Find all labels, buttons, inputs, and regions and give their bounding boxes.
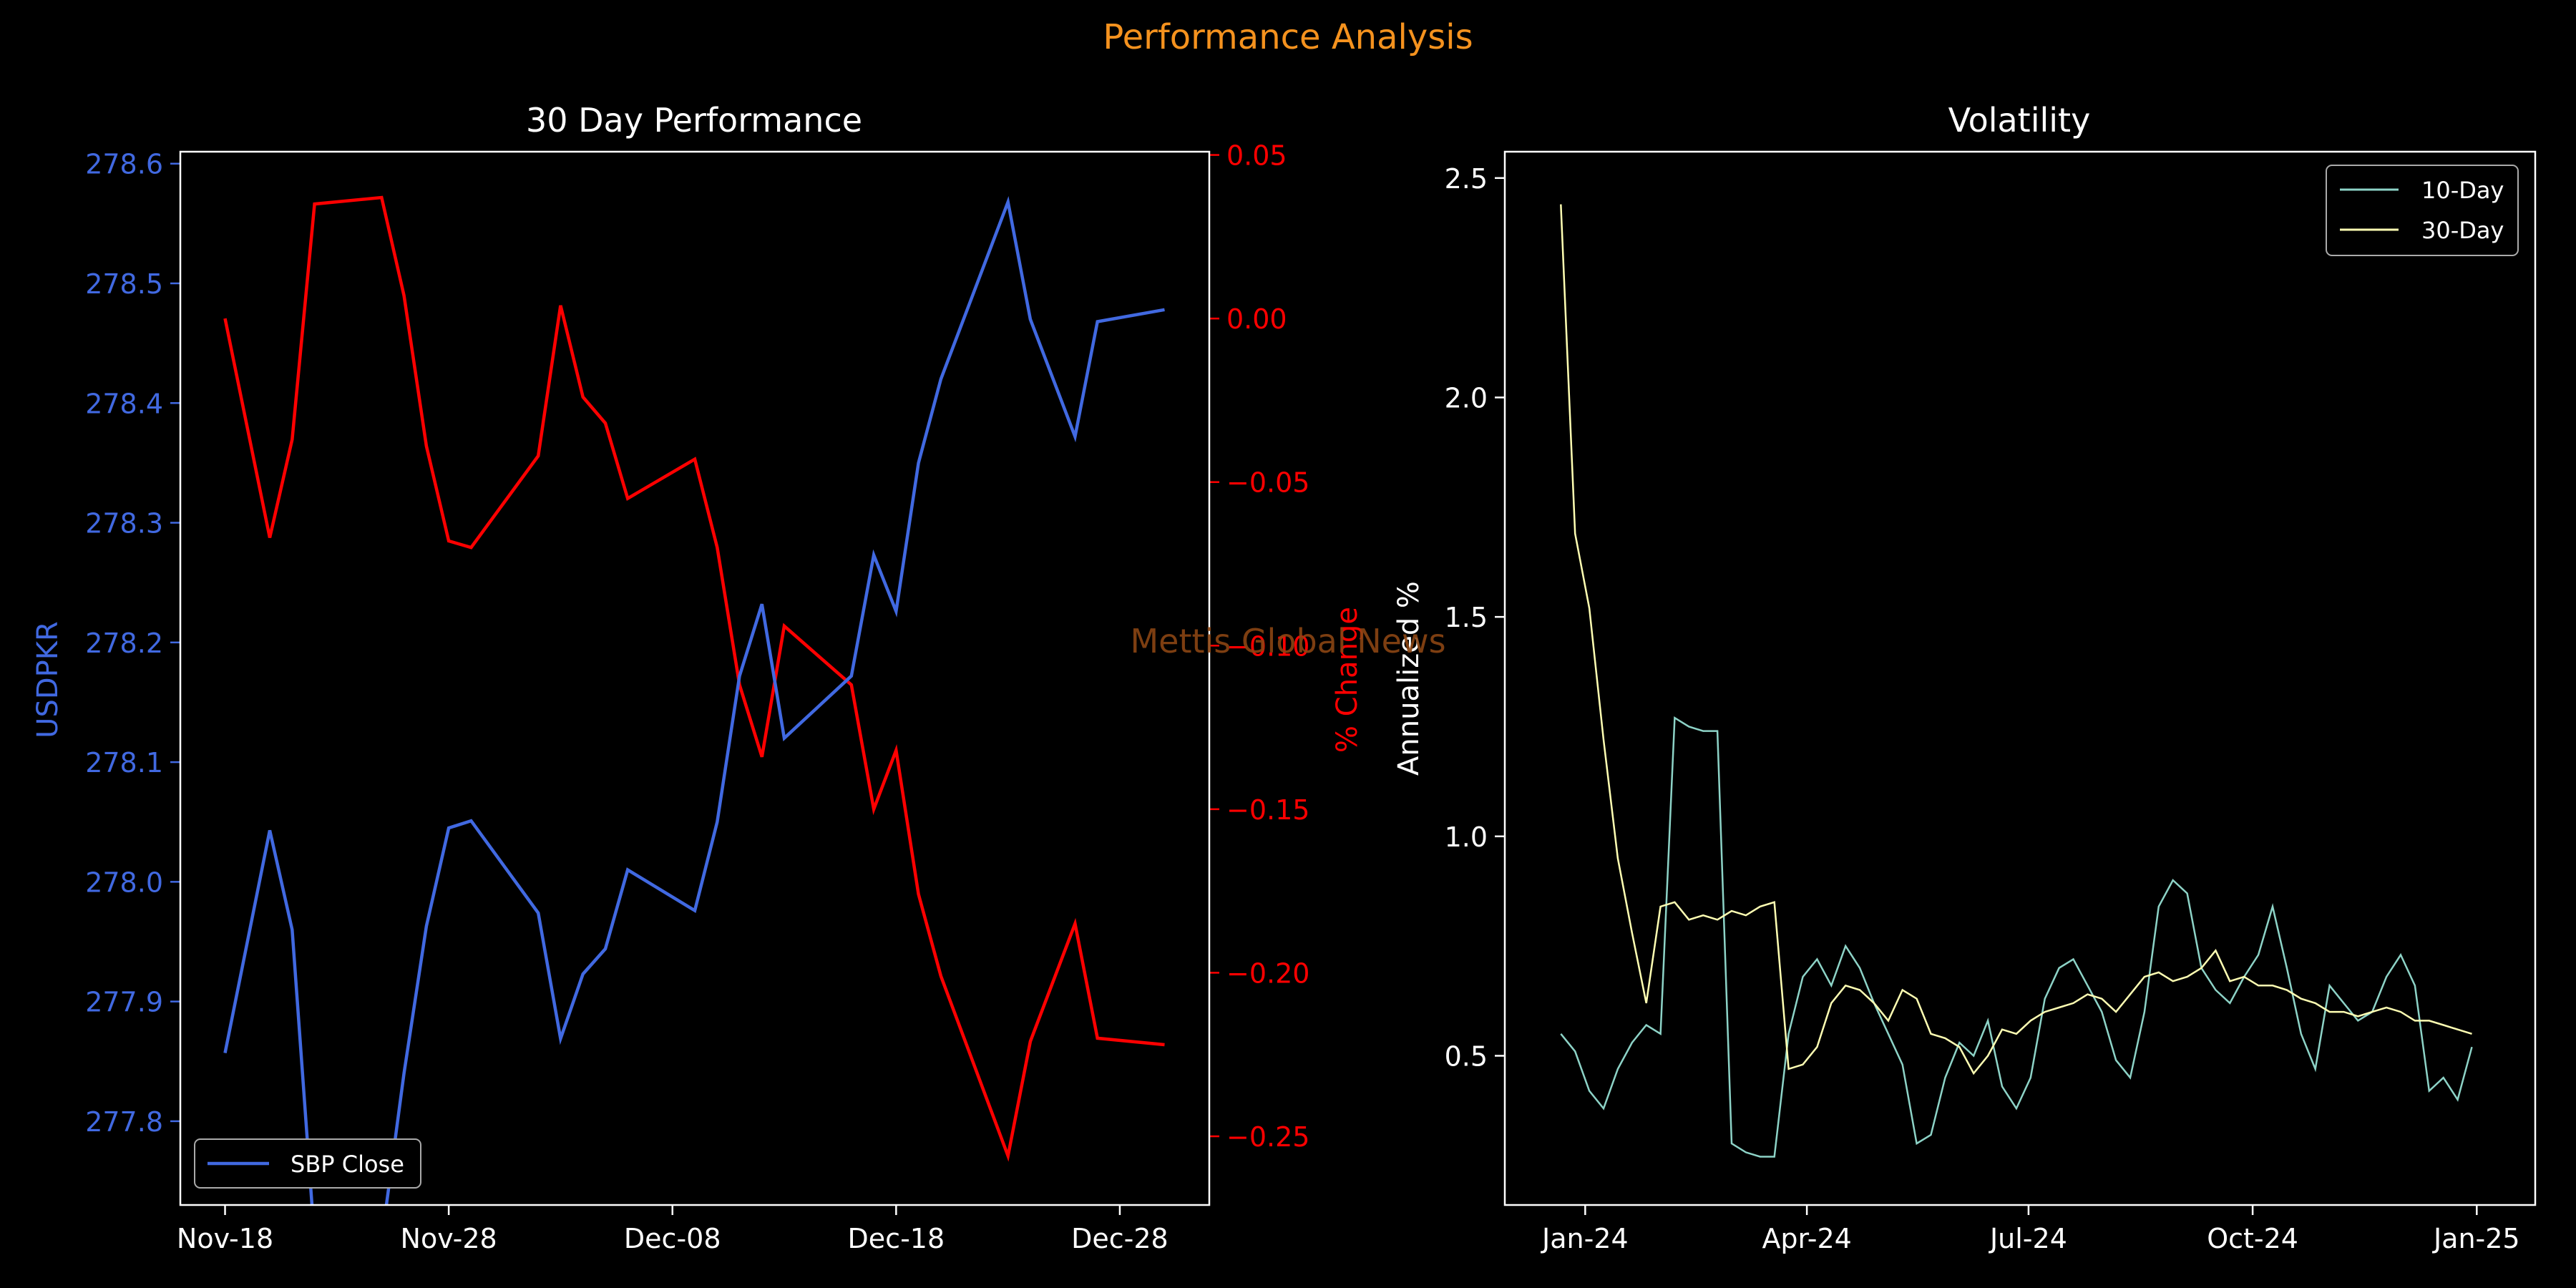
vol-y-tick-label: 0.5: [1445, 1040, 1488, 1072]
vol-x-tick-label: Jan-24: [1541, 1223, 1629, 1254]
left-legend-label: SBP Close: [291, 1151, 404, 1178]
vol-legend: 10-Day 30-Day: [2326, 165, 2519, 256]
left-x-tick-label: Nov-18: [177, 1223, 273, 1254]
left-y-tick-label: 278.4: [85, 388, 163, 419]
watermark: Mettis Global News: [1130, 622, 1445, 660]
left-y-tick-label: 278.1: [85, 747, 163, 779]
vol-10-day-line: [1560, 716, 2473, 1158]
vol-y-tick-label: 1.0: [1445, 821, 1488, 853]
vol-x-tick-label: Apr-24: [1762, 1223, 1851, 1254]
vol-x-tick-label: Jan-25: [2432, 1223, 2520, 1254]
vol-x-tick-label: Oct-24: [2207, 1223, 2298, 1254]
left-x-ticks: Nov-18 Nov-28 Dec-08 Dec-18 Dec-28: [177, 1205, 1169, 1254]
right-panel-title: Volatility: [1948, 101, 2091, 140]
vol-y-ticks: 0.5 1.0 1.5 2.0 2.5: [1445, 163, 1505, 1072]
vol-y-tick-label: 2.0: [1445, 382, 1488, 414]
left-y-tick-label: 278.3: [85, 508, 163, 540]
vol-x-ticks: Jan-24 Apr-24 Jul-24 Oct-24 Jan-25: [1541, 1205, 2520, 1254]
left-x-tick-label: Dec-28: [1071, 1223, 1169, 1254]
right-y-ticks: 0.05 0.00 −0.05 −0.10 −0.15 −0.20 −0.25: [1209, 140, 1309, 1153]
panel-30-day-performance: 30 Day Performance USDPKR % Change 277.8…: [31, 101, 1364, 1254]
vol-legend-label-30: 30-Day: [2421, 217, 2504, 244]
vol-y-axis-label: Annualized %: [1392, 581, 1425, 776]
vol-30-day-line: [1560, 204, 2472, 1075]
pct-change-line: [223, 195, 1165, 1162]
left-y-tick-label: 277.8: [85, 1106, 163, 1138]
right-y-axis-label: % Change: [1331, 607, 1364, 753]
left-y-tick-label: 278.2: [85, 628, 163, 659]
left-y-tick-label: 277.9: [85, 987, 163, 1018]
left-plot-frame: [179, 150, 1211, 1206]
left-panel-title: 30 Day Performance: [526, 101, 862, 140]
vol-y-tick-label: 2.5: [1445, 163, 1488, 195]
left-y-tick-label: 278.5: [85, 268, 163, 300]
left-y-ticks: 277.8 277.9 278.0 278.1 278.2 278.3 278.4 278.5…: [85, 149, 180, 1138]
left-x-tick-label: Dec-08: [624, 1223, 721, 1254]
vol-x-tick-label: Jul-24: [1989, 1223, 2067, 1254]
left-legend: SBP Close: [194, 1138, 421, 1189]
figure-suptitle: Performance Analysis: [1103, 17, 1473, 57]
right-y-tick-label: −0.20: [1226, 957, 1309, 989]
vol-y-tick-label: 1.5: [1445, 602, 1488, 633]
left-legend-box: [194, 1138, 421, 1189]
left-x-tick-label: Nov-28: [401, 1223, 497, 1254]
left-y-tick-label: 278.0: [85, 867, 163, 898]
right-y-tick-label: −0.25: [1226, 1121, 1309, 1153]
vol-legend-box: [2326, 165, 2519, 256]
right-y-tick-label: −0.05: [1226, 467, 1309, 499]
left-y-axis-label: USDPKR: [31, 621, 64, 738]
right-plot-frame: [1503, 150, 2537, 1206]
vol-legend-label-10: 10-Day: [2421, 177, 2504, 204]
right-y-tick-label: 0.00: [1226, 303, 1287, 335]
panel-volatility: Volatility Annualized % 0.51.01.52.02.5 …: [1392, 101, 2537, 1254]
right-y-tick-label: 0.05: [1226, 140, 1287, 172]
right-y-tick-label: −0.10: [1226, 630, 1309, 662]
sbp-close-line: [223, 196, 1165, 1205]
left-x-tick-label: Dec-18: [848, 1223, 945, 1254]
left-y-tick-label: 278.6: [85, 149, 163, 180]
right-y-tick-label: −0.15: [1226, 794, 1309, 826]
